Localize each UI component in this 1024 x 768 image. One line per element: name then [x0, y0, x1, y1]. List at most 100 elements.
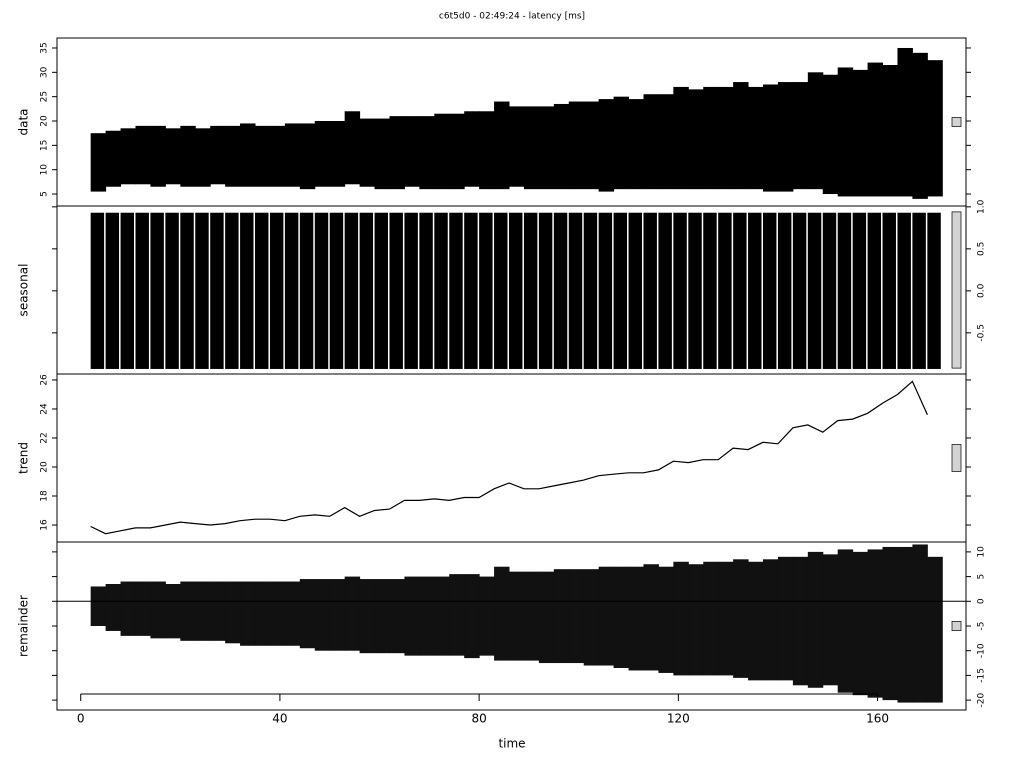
range-bar-segment	[927, 60, 943, 197]
range-bar-segment	[912, 52, 928, 199]
range-bar-segment	[613, 566, 630, 668]
range-bar-segment	[404, 116, 420, 187]
trend-line	[90, 380, 928, 535]
y-tick-label: -20	[977, 692, 987, 707]
y-tick-label: 15	[40, 140, 50, 151]
y-tick-label: 10	[977, 546, 987, 558]
y-tick-label: 0	[977, 598, 987, 604]
range-bar-segment	[210, 212, 224, 369]
range-bar-segment	[583, 212, 598, 369]
range-bar-segment	[120, 581, 136, 636]
range-bar-segment	[419, 576, 435, 656]
range-bar-segment	[374, 118, 390, 190]
range-bar-segment	[643, 94, 659, 190]
range-bar-segment	[598, 212, 613, 369]
range-bar-segment	[344, 576, 361, 651]
range-bar-segment	[673, 561, 689, 676]
range-bar-segment	[284, 123, 301, 187]
range-bar-segment	[897, 212, 911, 369]
range-bar-segment	[807, 551, 824, 688]
y-tick-label: -15	[977, 668, 987, 683]
range-bar-segment	[225, 581, 241, 644]
range-bar-segment	[180, 125, 196, 187]
range-bar-segment	[658, 212, 672, 369]
range-bar-segment	[464, 574, 480, 659]
y-tick-label: 20	[40, 461, 50, 473]
y-tick-label: 16	[40, 519, 50, 531]
range-bar-segment	[837, 549, 854, 693]
range-bar-segment	[837, 67, 854, 197]
range-bar-segment	[763, 559, 779, 681]
range-bar-segment	[90, 212, 105, 369]
range-bar-segment	[538, 106, 555, 190]
range-bar-segment	[464, 212, 478, 369]
range-bar-segment	[777, 556, 794, 681]
range-bar-segment	[733, 82, 749, 190]
range-bar-segment	[359, 118, 376, 187]
y-tick-label: 18	[40, 490, 50, 502]
range-bar-segment	[509, 212, 523, 369]
range-bar-segment	[509, 106, 525, 187]
range-bar-segment	[299, 123, 316, 190]
y-axis-label: data	[17, 108, 31, 135]
range-bar-segment	[389, 212, 403, 369]
range-bar-segment	[703, 86, 719, 190]
range-bar-segment	[180, 581, 196, 641]
range-bar-segment	[643, 212, 657, 369]
range-bar-segment	[449, 574, 465, 656]
range-bar-segment	[419, 116, 435, 190]
range-bar-segment	[882, 546, 898, 701]
range-bar-segment	[90, 133, 107, 192]
range-bar-segment	[673, 212, 687, 369]
scale-bar	[951, 211, 962, 369]
range-bar-segment	[852, 551, 869, 696]
range-bar-segment	[598, 99, 615, 192]
range-bar-segment	[240, 212, 254, 369]
range-bar-segment	[912, 212, 926, 369]
range-bar-segment	[792, 82, 809, 190]
range-bar-segment	[837, 212, 852, 369]
range-bar-segment	[822, 554, 839, 686]
range-bar-segment	[105, 212, 120, 369]
range-bar-segment	[643, 564, 659, 671]
range-bar-segment	[763, 84, 779, 192]
range-bar-segment	[628, 212, 642, 369]
range-bar-segment	[240, 581, 256, 646]
panel-frame	[56, 541, 967, 711]
x-tick-label: 40	[272, 712, 287, 726]
range-bar-segment	[284, 581, 301, 646]
range-bar-segment	[822, 74, 839, 195]
range-bar-segment	[882, 65, 898, 197]
range-bar-segment	[255, 212, 269, 369]
range-bar-segment	[658, 94, 674, 190]
y-tick-label: 5	[40, 191, 50, 197]
range-bar-segment	[240, 123, 256, 187]
range-bar-segment	[195, 581, 211, 641]
range-bar-segment	[269, 125, 286, 187]
range-bar-segment	[479, 212, 493, 369]
range-bar-segment	[314, 212, 329, 369]
range-bar-segment	[688, 89, 704, 190]
range-bar-segment	[748, 86, 764, 190]
range-bar-segment	[763, 212, 777, 369]
range-bar-segment	[150, 581, 166, 639]
range-bar-segment	[269, 212, 284, 369]
range-bar-segment	[165, 212, 179, 369]
y-tick-label: 1.0	[977, 199, 987, 214]
range-bar-segment	[314, 579, 331, 651]
range-bar-segment	[718, 212, 732, 369]
range-bar-segment	[792, 212, 807, 369]
range-bar-segment	[777, 212, 792, 369]
range-bar-segment	[613, 212, 628, 369]
range-bar-segment	[568, 212, 583, 369]
range-bar-segment	[329, 579, 346, 651]
range-bar-segment	[807, 72, 824, 190]
range-bar-segment	[523, 212, 538, 369]
range-bar-segment	[434, 113, 450, 190]
range-bar-segment	[867, 62, 884, 197]
y-tick-label: -0.5	[977, 324, 987, 342]
range-bar-segment	[703, 212, 717, 369]
y-tick-label: 10	[40, 164, 50, 176]
range-bar-segment	[165, 584, 181, 639]
range-bar-segment	[299, 212, 314, 369]
